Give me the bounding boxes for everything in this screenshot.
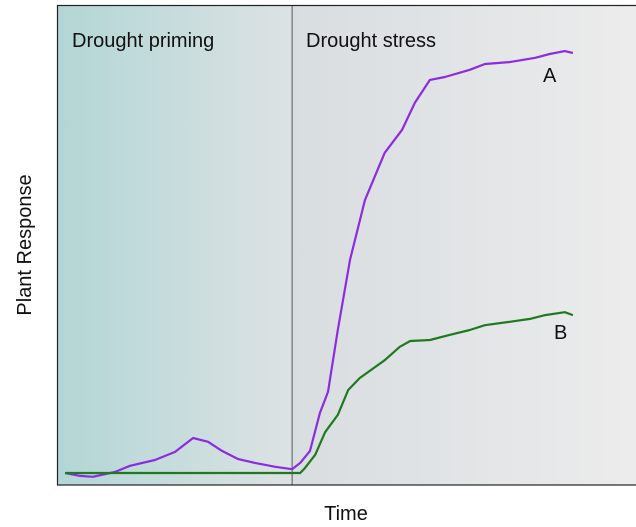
region-label: Drought priming: [72, 30, 214, 52]
region-shading: [292, 5, 636, 485]
region-shading: [57, 5, 293, 485]
series-line: [65, 311, 574, 475]
lines: [64, 50, 574, 478]
series-label: B: [554, 322, 567, 344]
regions: [57, 5, 636, 485]
region-label: Drought stress: [306, 30, 436, 52]
series-line: [64, 50, 574, 478]
plot-frame: [56, 4, 636, 486]
y-axis-label: Plant Response: [14, 174, 36, 315]
series-label: A: [543, 65, 557, 87]
x-axis-label: Time: [324, 503, 368, 525]
